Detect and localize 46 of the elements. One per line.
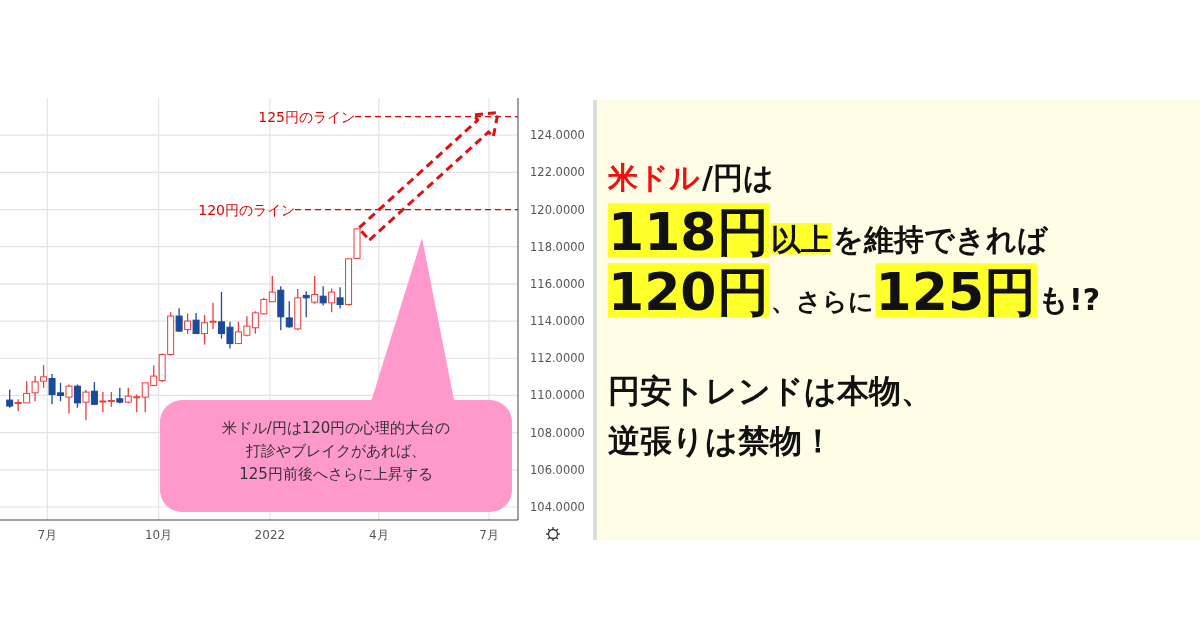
candlestick: [82, 389, 90, 421]
candlestick: [192, 312, 200, 335]
x-tick-label: 10月: [144, 528, 173, 542]
text: 米ドル: [607, 160, 700, 195]
candlestick: [6, 388, 14, 409]
x-tick-label: 2022: [254, 528, 286, 542]
candlestick: [268, 275, 276, 303]
y-tick-label: 104.0000: [530, 499, 585, 514]
y-tick-label: 122.0000: [530, 165, 585, 180]
x-tick-label: 7月: [479, 528, 499, 542]
candlestick: [175, 307, 183, 333]
x-tick-label: 7月: [37, 528, 58, 542]
candlestick: [319, 285, 327, 307]
x-tick-label: 4月: [369, 528, 389, 542]
y-tick-label: 106.0000: [530, 462, 585, 477]
text: 円安トレンドは本物、: [608, 372, 933, 410]
candlestick: [285, 300, 293, 329]
candlestick: [184, 312, 192, 335]
ref-line-label: 120円のライン: [198, 201, 295, 218]
candlestick: [302, 290, 310, 318]
text: 、さらに: [770, 287, 874, 316]
y-tick-label: 108.0000: [530, 425, 585, 440]
y-tick-label: 110.0000: [530, 388, 585, 403]
annotation: 米ドル/円は120円の心理的大台の: [221, 419, 451, 437]
annotation: 125円前後へさらに上昇する: [239, 465, 433, 483]
candlestick: [65, 383, 73, 415]
text: 118円: [608, 202, 769, 262]
text: も!?: [1038, 282, 1101, 317]
text: 以上: [770, 222, 831, 257]
text: を維持できれば: [832, 222, 1049, 257]
candlestick: [336, 286, 344, 310]
annotation: 打診やブレイクがあれば、: [245, 442, 426, 460]
text: /円は: [702, 160, 774, 195]
text: 120円: [608, 262, 769, 322]
ref-line-label: 125円のライン: [258, 108, 355, 125]
y-tick-label: 124.0000: [530, 128, 585, 143]
y-tick-label: 116.0000: [530, 276, 585, 291]
y-tick-label: 112.0000: [530, 351, 585, 366]
text: 125円: [875, 262, 1037, 322]
candlestick: [311, 275, 319, 305]
y-tick-label: 118.0000: [530, 239, 585, 254]
text: 逆張りは禁物！: [608, 422, 834, 460]
candlestick: [328, 287, 336, 313]
candlestick: [73, 383, 81, 409]
y-tick-label: 114.0000: [530, 314, 585, 329]
y-tick-label: 120.0000: [530, 202, 585, 217]
